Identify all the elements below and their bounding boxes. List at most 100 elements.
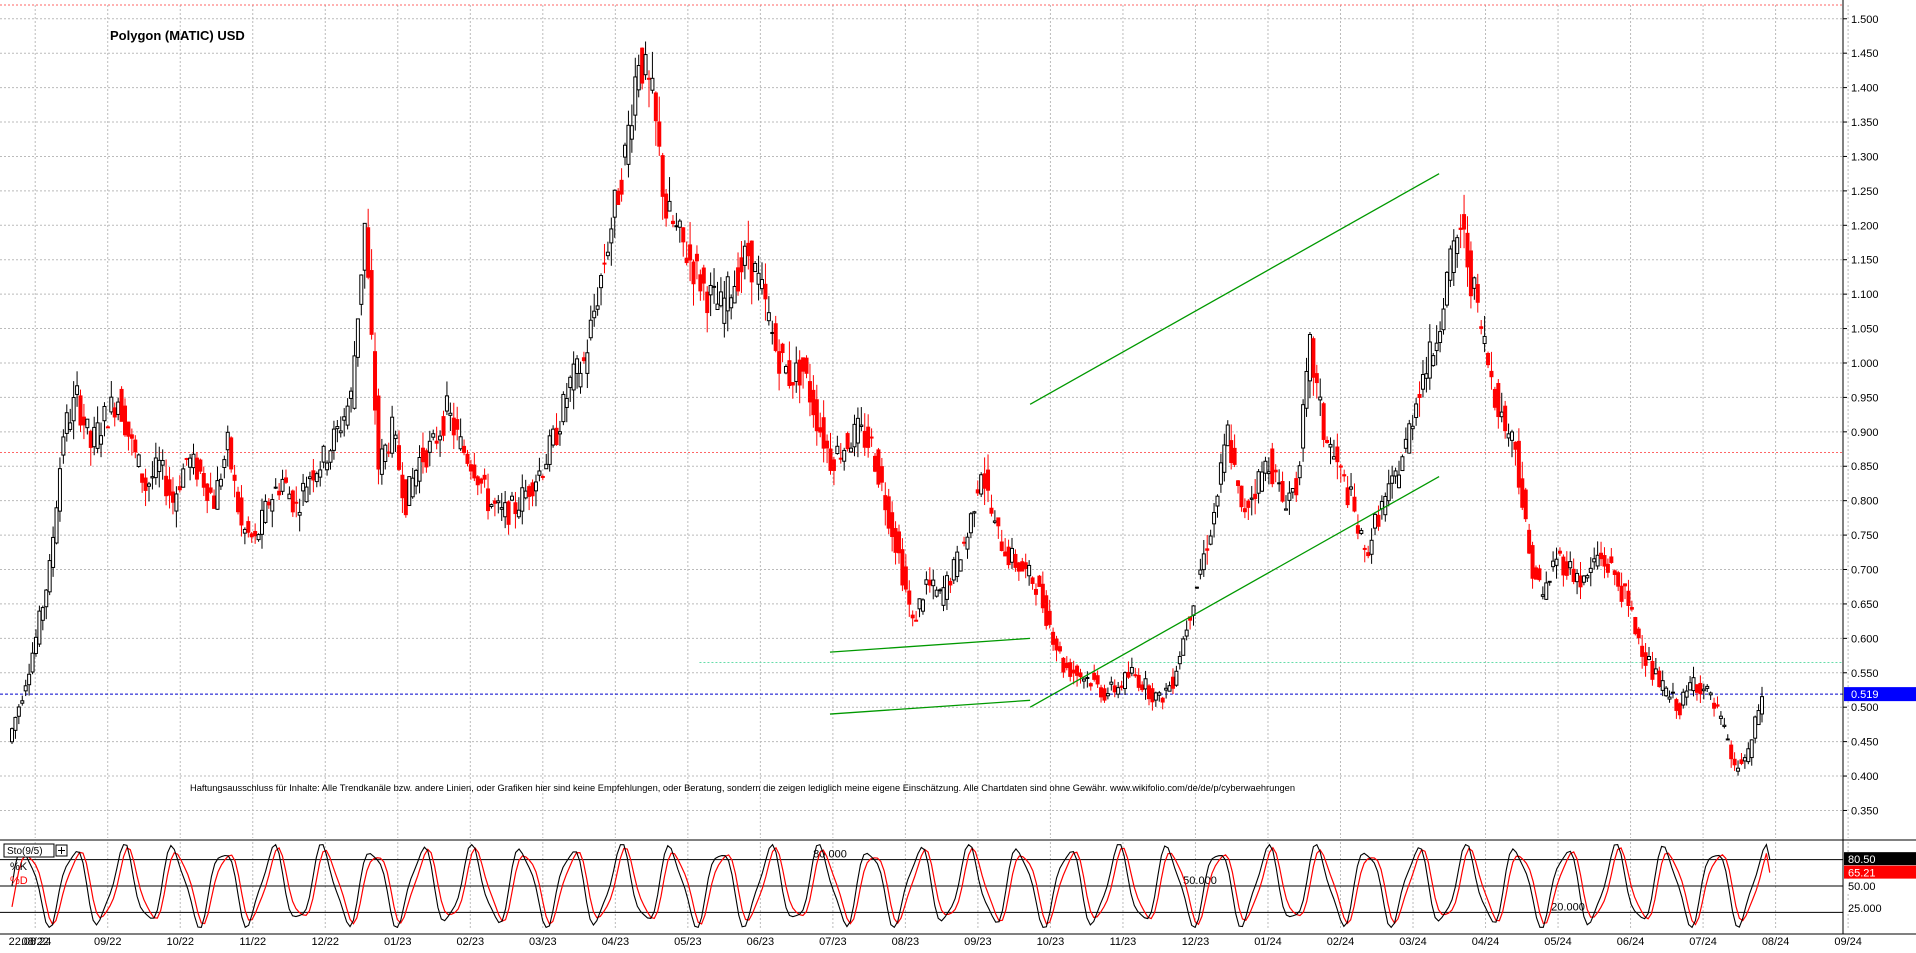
- candle-up: [1448, 248, 1453, 281]
- candle-up: [489, 504, 494, 507]
- time-tick-label: 09/22: [94, 936, 122, 948]
- time-tick-label: 10/22: [166, 936, 194, 948]
- candle-up: [1290, 487, 1295, 493]
- candle-up: [564, 397, 569, 408]
- candle-down: [530, 482, 535, 497]
- candle-down: [506, 501, 511, 525]
- candle-up: [636, 65, 641, 91]
- candle-up: [61, 436, 66, 456]
- candle-down: [81, 416, 86, 426]
- candle-down: [1119, 685, 1124, 688]
- candle-up: [1667, 696, 1672, 700]
- candle-down: [1229, 440, 1234, 464]
- candle-down: [540, 475, 545, 478]
- candle-up: [544, 463, 549, 470]
- candle-up: [1010, 547, 1015, 563]
- candle-up: [770, 331, 775, 334]
- candle-down: [1335, 446, 1340, 463]
- candle-up: [1424, 373, 1429, 379]
- candle-up: [917, 598, 922, 610]
- candle-up: [335, 426, 340, 430]
- price-tick-label: 1.400: [1851, 83, 1879, 95]
- candle-down: [143, 477, 148, 491]
- candle-up: [992, 520, 997, 523]
- candle-down: [790, 382, 795, 386]
- candle-down: [873, 455, 878, 472]
- candle-down: [814, 399, 819, 432]
- candle-down: [1657, 670, 1662, 688]
- candle-up: [1688, 682, 1693, 691]
- candle-down: [482, 474, 487, 480]
- candle-up: [270, 499, 275, 512]
- candle-down: [1023, 562, 1028, 569]
- candle-down: [1486, 352, 1491, 366]
- candle-down: [787, 360, 792, 386]
- candle-down: [1126, 671, 1131, 678]
- candle-up: [979, 474, 984, 495]
- candle-down: [763, 283, 768, 300]
- candle-down: [112, 407, 117, 418]
- candle-down: [845, 433, 850, 450]
- candle-down: [1037, 575, 1042, 587]
- candle-down: [999, 541, 1004, 551]
- candle-up: [345, 405, 350, 426]
- stoch-axis-tag: [1844, 901, 1916, 914]
- candle-down: [1520, 478, 1525, 508]
- time-tick-label: 12/23: [1182, 936, 1210, 948]
- candle-up: [756, 272, 761, 285]
- price-tick-label: 1.150: [1851, 255, 1879, 267]
- candle-down: [1160, 697, 1165, 703]
- candle-down: [1075, 665, 1080, 676]
- stoch-k-label: %K: [10, 861, 28, 873]
- candle-up: [57, 468, 62, 512]
- candle-up: [571, 363, 576, 391]
- candle-up: [1547, 580, 1552, 583]
- candle-up: [355, 318, 360, 358]
- candle-up: [116, 401, 121, 415]
- candle-up: [51, 536, 56, 568]
- candle-up: [109, 396, 114, 413]
- candle-down: [646, 77, 651, 80]
- candle-up: [849, 447, 854, 453]
- candle-up: [1451, 240, 1456, 274]
- candle-down: [513, 502, 518, 515]
- candle-down: [1523, 489, 1528, 520]
- candle-up: [1201, 553, 1206, 571]
- candle-down: [129, 434, 134, 439]
- candle-up: [1027, 564, 1032, 577]
- candle-down: [105, 426, 110, 429]
- candle-up: [157, 459, 162, 472]
- candle-up: [955, 551, 960, 578]
- time-tick-label: 01/23: [384, 936, 412, 948]
- candle-down: [126, 421, 131, 437]
- candle-up: [605, 251, 610, 257]
- candle-up: [256, 534, 261, 541]
- candle-down: [253, 531, 258, 537]
- time-tick-label: 05/23: [674, 936, 702, 948]
- candle-down: [1140, 684, 1145, 691]
- candle-down: [1465, 232, 1470, 268]
- candle-up: [1129, 666, 1134, 674]
- candle-down: [694, 253, 699, 262]
- candle-up: [318, 469, 323, 478]
- candle-up: [1307, 334, 1312, 382]
- stoch-axis-label: 50.00: [1848, 881, 1876, 893]
- candle-down: [1616, 572, 1621, 587]
- candle-up: [222, 459, 227, 468]
- candle-up: [1157, 692, 1162, 696]
- candle-up: [1403, 438, 1408, 449]
- candle-down: [869, 436, 874, 439]
- candle-up: [1400, 456, 1405, 472]
- candle-up: [633, 76, 638, 116]
- candle-down: [465, 453, 470, 464]
- price-tick-label: 0.900: [1851, 427, 1879, 439]
- candle-down: [989, 507, 994, 514]
- candle-down: [1102, 688, 1107, 701]
- candles-layer: [10, 41, 1765, 776]
- candle-down: [879, 466, 884, 483]
- candle-up: [40, 607, 45, 621]
- candle-down: [1503, 405, 1508, 432]
- candle-down: [883, 495, 888, 511]
- candle-down: [838, 457, 843, 460]
